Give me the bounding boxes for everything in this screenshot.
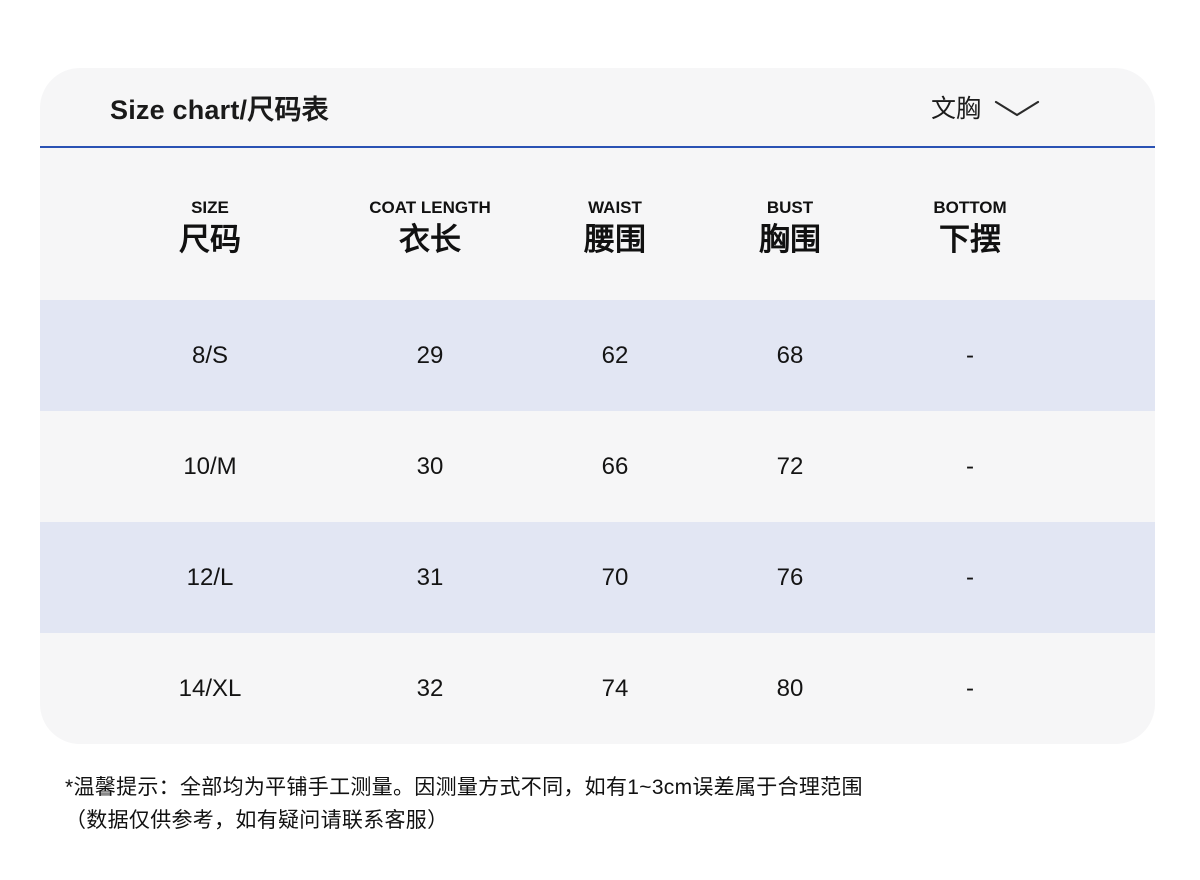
table-row-12l: 12/L 31 70 76 - (40, 522, 1155, 633)
column-header-coat-length-en: COAT LENGTH (369, 198, 491, 217)
table-cell: 70 (601, 563, 629, 591)
column-header-waist-en: WAIST (588, 198, 642, 217)
table-cell: 68 (776, 341, 804, 369)
chevron-down-icon (994, 95, 1040, 119)
size-table-header-row: SIZE 尺码 COAT LENGTH 衣长 WAIST 腰围 BUST 胸围 … (40, 148, 1155, 300)
measurement-note-line-1: *温馨提示：全部均为平铺手工测量。因测量方式不同，如有1~3cm误差属于合理范围 (65, 776, 863, 799)
table-cell: 10/M (183, 452, 237, 480)
column-header-bottom: BOTTOM 下摆 (870, 148, 1070, 300)
table-cell: 32 (416, 674, 444, 702)
column-header-waist: WAIST 腰围 (520, 148, 710, 300)
table-cell: 74 (601, 674, 629, 702)
table-cell: 14/XL (178, 674, 242, 702)
measurement-note: *温馨提示：全部均为平铺手工测量。因测量方式不同，如有1~3cm误差属于合理范围… (65, 771, 863, 837)
table-cell: 66 (601, 452, 629, 480)
measurement-note-line-2: （数据仅供参考，如有疑问请联系客服） (65, 809, 449, 832)
table-cell: - (966, 341, 974, 369)
category-dropdown[interactable]: 文胸 (931, 89, 1040, 125)
column-header-bottom-en: BOTTOM (933, 198, 1007, 217)
table-cell: 76 (776, 563, 804, 591)
table-row-10m: 10/M 30 66 72 - (40, 411, 1155, 522)
table-cell: - (966, 452, 974, 480)
table-cell: 30 (416, 452, 444, 480)
column-header-bottom-zh: 下摆 (939, 222, 1001, 257)
table-cell: 72 (776, 452, 804, 480)
table-row-14xl: 14/XL 32 74 80 - (40, 633, 1155, 744)
column-header-waist-zh: 腰围 (584, 222, 646, 257)
column-header-size-en: SIZE (191, 198, 229, 217)
size-table-body: 8/S 29 62 68 - 10/M 30 66 72 - 12/L 31 7… (40, 300, 1155, 744)
column-header-coat-length: COAT LENGTH 衣长 (340, 148, 520, 300)
table-cell: - (966, 563, 974, 591)
size-chart-header: Size chart/尺码表 文胸 (40, 68, 1155, 148)
column-header-coat-length-zh: 衣长 (399, 222, 461, 257)
column-header-bust-zh: 胸围 (759, 222, 821, 257)
category-dropdown-label: 文胸 (930, 95, 981, 123)
table-cell: 8/S (191, 341, 229, 369)
table-cell: 12/L (186, 563, 234, 591)
column-header-size: SIZE 尺码 (80, 148, 340, 300)
column-header-bust: BUST 胸围 (710, 148, 870, 300)
column-header-size-zh: 尺码 (179, 222, 241, 257)
column-header-bust-en: BUST (766, 198, 814, 217)
table-cell: 29 (416, 341, 444, 369)
table-cell: 62 (601, 341, 629, 369)
size-chart-title: Size chart/尺码表 (110, 94, 329, 125)
size-chart-card: Size chart/尺码表 文胸 SIZE 尺码 COAT LENGTH 衣长 (40, 68, 1155, 744)
table-cell: 80 (776, 674, 804, 702)
table-row-8s: 8/S 29 62 68 - (40, 300, 1155, 411)
table-cell: 31 (416, 563, 444, 591)
table-cell: - (966, 674, 974, 702)
